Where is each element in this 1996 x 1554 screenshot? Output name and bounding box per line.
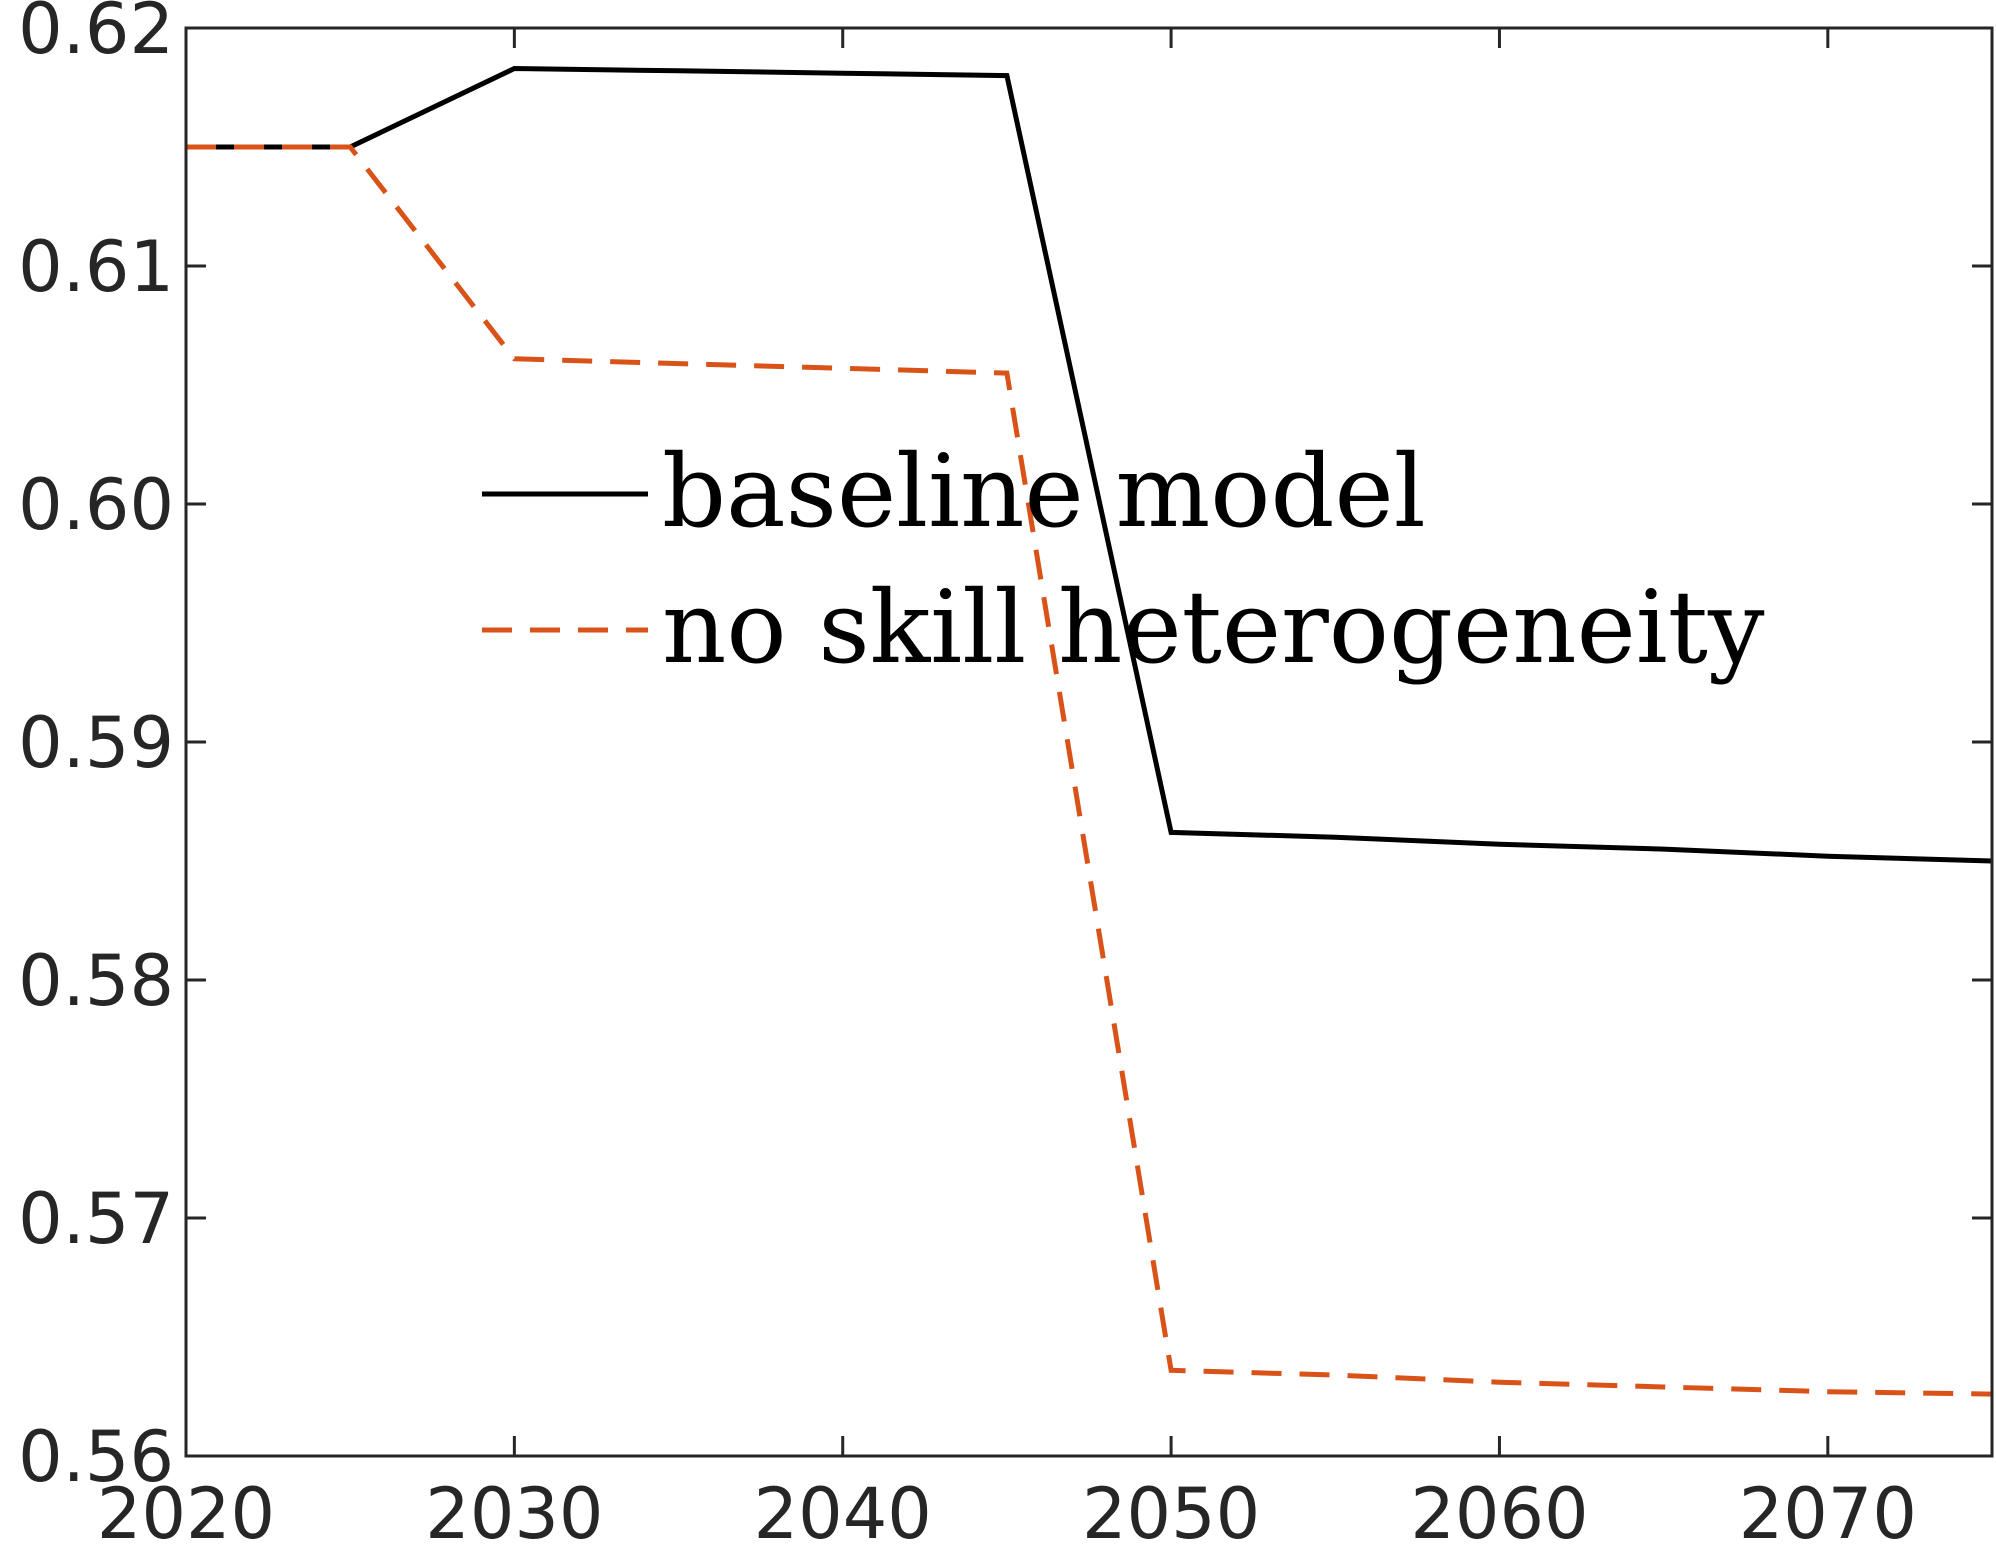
axis-layer: 2020 2030 2040 2050 2060 2070 0.56 0.57 0.58 0.59… — [18, 0, 1994, 1554]
x-tick-label: 2040 — [754, 1473, 932, 1554]
series-line-2 — [186, 144, 1993, 1397]
y-tick-label: 0.59 — [18, 702, 174, 784]
legend-label-2: no skill heterogeneity — [662, 569, 1765, 686]
x-tick-label: 2020 — [97, 1473, 275, 1554]
y-tick-label: 0.62 — [18, 0, 174, 70]
x-tick-label: 2070 — [1739, 1473, 1917, 1554]
y-tick-label: 0.60 — [18, 464, 174, 546]
series-line-1 — [186, 65, 1993, 864]
y-tick-label: 0.61 — [18, 226, 174, 308]
y-tick-label: 0.57 — [18, 1178, 174, 1260]
legend-label-1: baseline model — [662, 433, 1426, 550]
y-tick-label: 0.58 — [18, 940, 174, 1022]
x-tick-label: 2050 — [1082, 1473, 1260, 1554]
series-layer — [186, 65, 1993, 1397]
y-tick-label: 0.56 — [18, 1416, 174, 1498]
x-tick-label: 2030 — [425, 1473, 603, 1554]
x-tick-label: 2060 — [1410, 1473, 1588, 1554]
legend: baseline model no skill heterogeneity — [482, 433, 1765, 686]
